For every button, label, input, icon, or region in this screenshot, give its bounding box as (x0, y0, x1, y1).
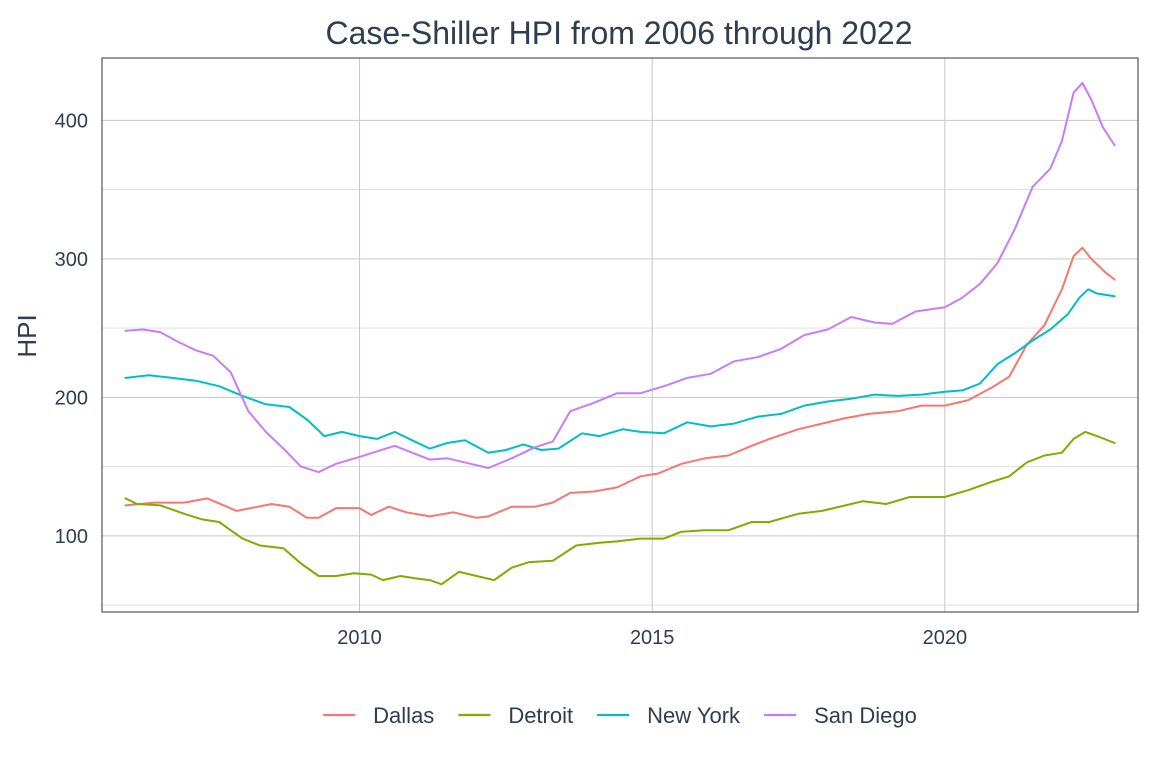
y-tick-label: 200 (55, 387, 88, 409)
x-tick-label: 2020 (923, 627, 968, 649)
chart-title: Case-Shiller HPI from 2006 through 2022 (326, 15, 913, 51)
series-lines (124, 81, 1116, 586)
legend-label: Dallas (373, 703, 434, 728)
plot-panel-border (101, 57, 1139, 613)
y-axis-label: HPI (12, 314, 42, 357)
legend-label: Detroit (508, 703, 573, 728)
legend: Dallas Detroit New York San Diego (323, 703, 917, 728)
x-tick-label: 2010 (337, 627, 382, 649)
series-line-san-diego (124, 81, 1116, 474)
series-line-new-york (124, 288, 1116, 454)
y-tick-label: 300 (55, 249, 88, 271)
x-axis-ticks: 2010 2015 2020 (337, 627, 967, 649)
legend-label: New York (647, 703, 741, 728)
legend-item-detroit: Detroit (458, 703, 573, 728)
legend-label: San Diego (814, 703, 917, 728)
series-line-dallas (124, 246, 1116, 519)
series-line-detroit (124, 430, 1116, 586)
grid-lines (102, 58, 1138, 612)
y-tick-label: 400 (55, 110, 88, 132)
y-axis-ticks: 100 200 300 400 (55, 110, 88, 548)
legend-item-new-york: New York (597, 703, 741, 728)
x-tick-label: 2015 (630, 627, 675, 649)
legend-item-dallas: Dallas (323, 703, 434, 728)
y-tick-label: 100 (55, 526, 88, 548)
legend-item-san-diego: San Diego (764, 703, 917, 728)
